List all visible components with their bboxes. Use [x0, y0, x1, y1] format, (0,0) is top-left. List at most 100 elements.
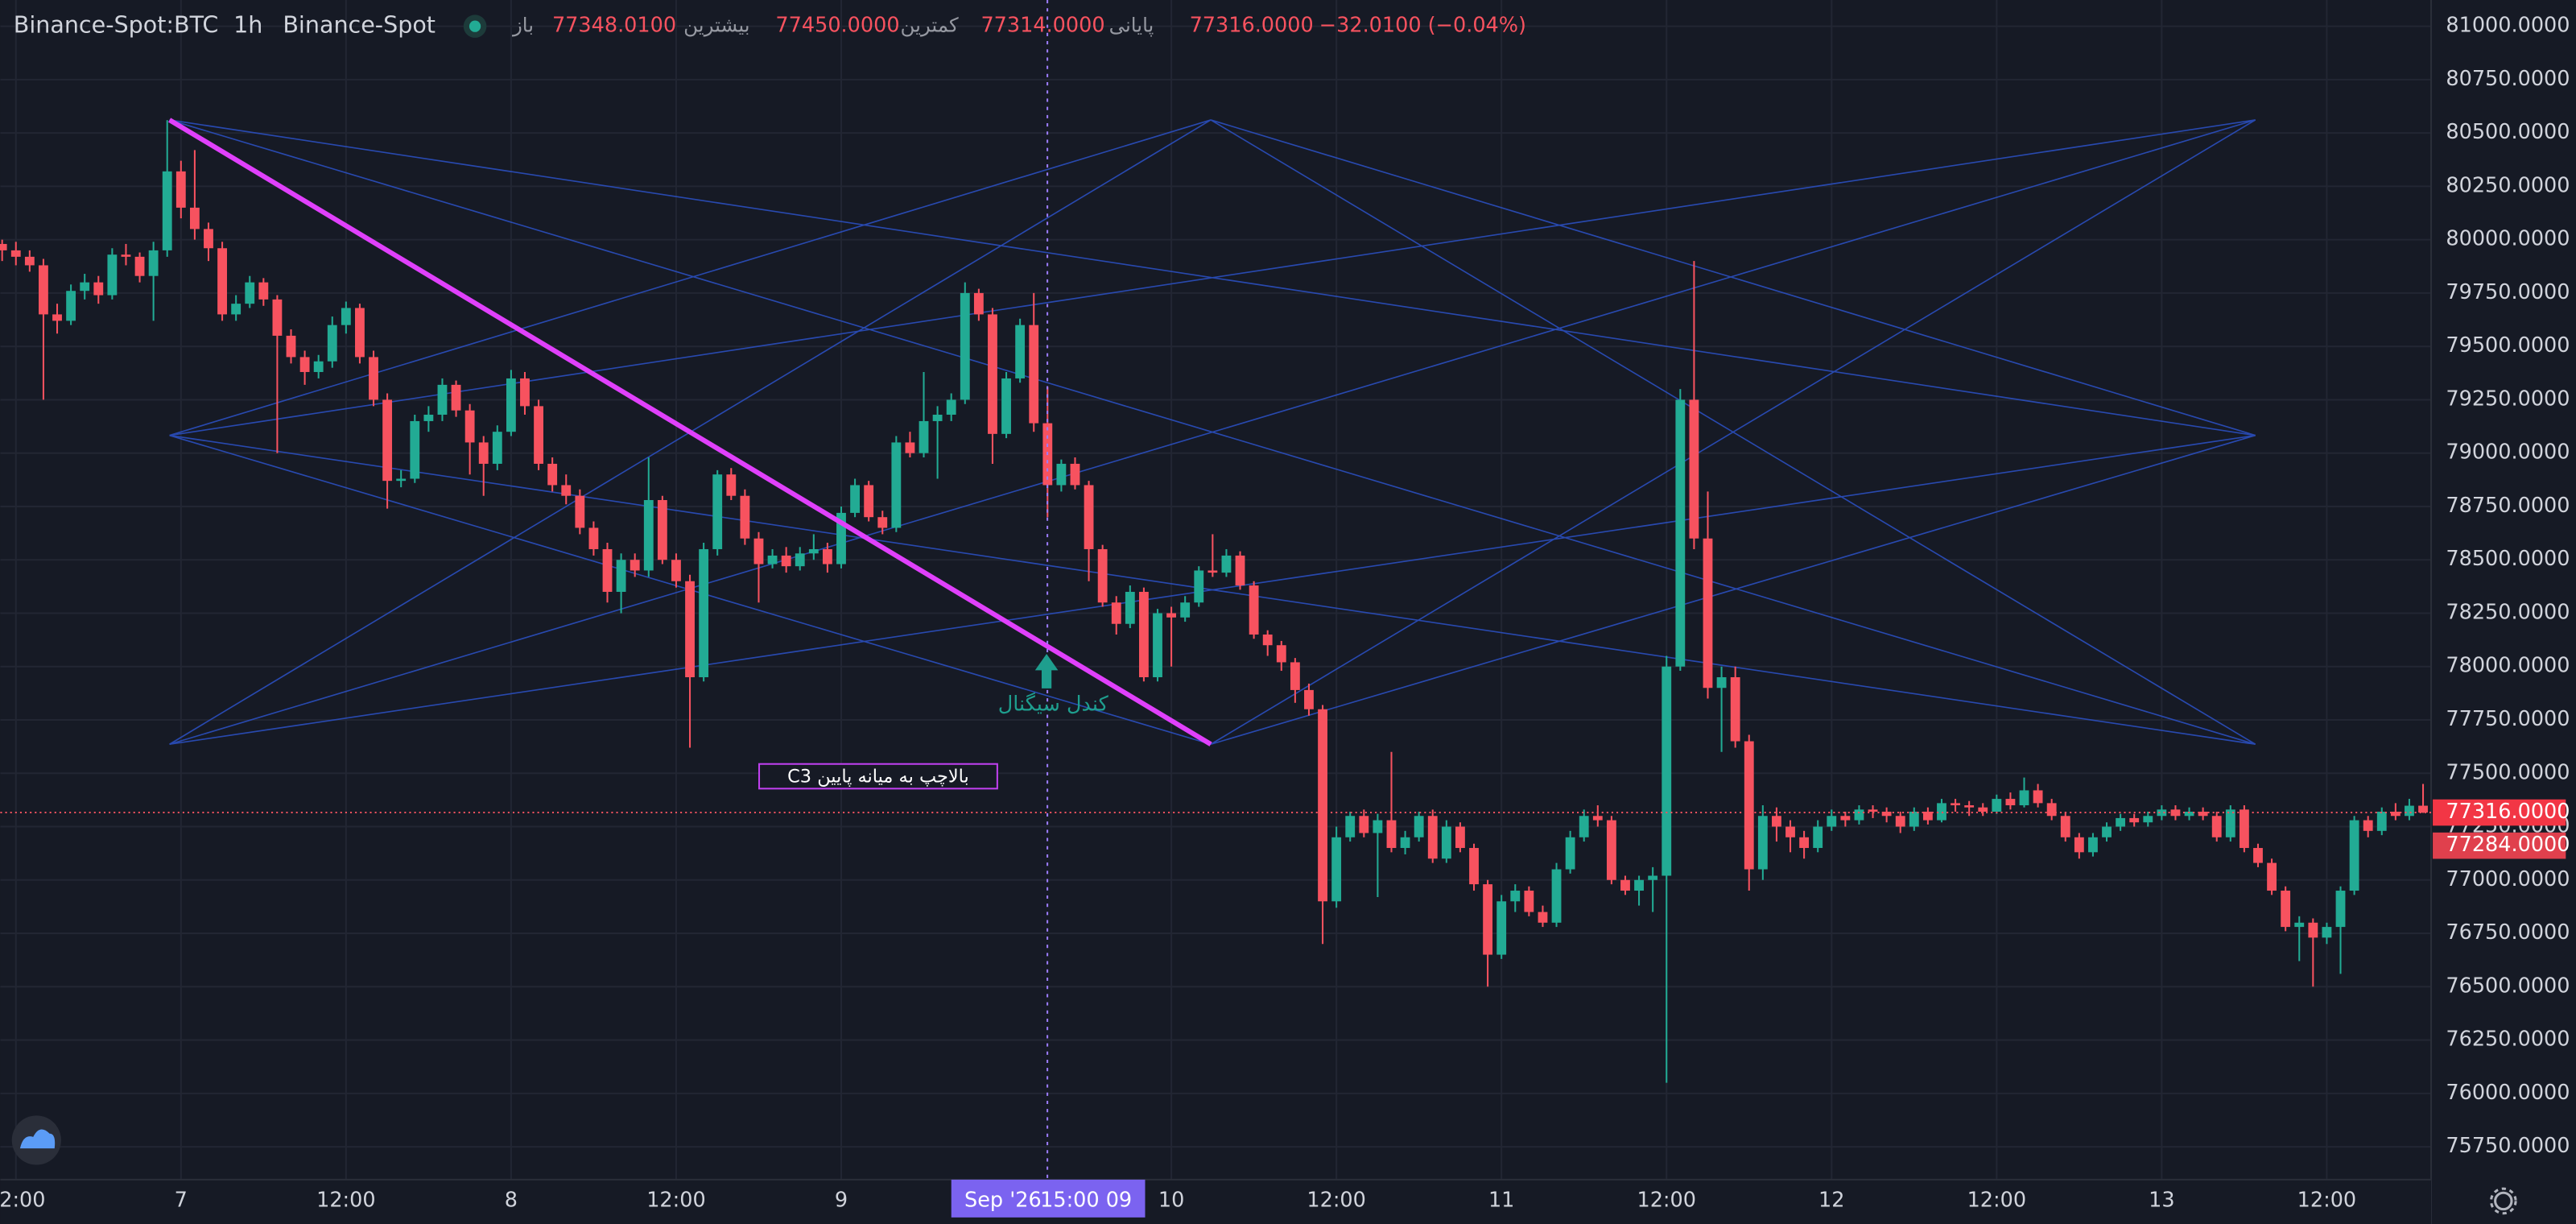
candle-body	[905, 442, 915, 453]
candle-body	[685, 581, 695, 677]
candles	[0, 120, 2428, 1083]
candle-body	[822, 548, 832, 564]
candle-body	[369, 357, 378, 400]
candle-body	[451, 384, 461, 411]
candle-body	[2102, 826, 2112, 837]
candle-body	[1937, 803, 1946, 821]
candle-body	[932, 414, 943, 421]
candle-body	[1964, 805, 1975, 808]
candle-body	[1249, 585, 1259, 635]
x-tick-label: 12:00	[316, 1188, 376, 1212]
candle-body	[1345, 816, 1356, 837]
candle-body	[1427, 816, 1438, 859]
candle-body	[1909, 811, 1919, 827]
candle-body	[2074, 837, 2084, 853]
open-value: 77348.0100	[552, 14, 676, 38]
signal-arrow	[1034, 654, 1059, 688]
candle-body	[341, 308, 351, 325]
candle-body	[616, 560, 626, 592]
box-label-frame	[758, 763, 998, 790]
candle-body	[1854, 809, 1864, 821]
candle-body	[2267, 862, 2277, 891]
candle-body	[2157, 809, 2167, 817]
candle-body	[1744, 741, 1754, 870]
logo-icon	[19, 1129, 56, 1149]
candle-body	[396, 478, 407, 482]
candle-body	[1951, 803, 1960, 806]
candle-body	[1716, 676, 1727, 688]
candle-body	[217, 248, 227, 315]
candle-body	[2335, 891, 2346, 928]
candle-body	[1029, 325, 1039, 424]
candle-body	[1084, 485, 1094, 549]
candle-body	[1992, 799, 2002, 812]
candle-body	[808, 548, 819, 554]
candle-body	[973, 292, 984, 315]
candle-body	[2060, 816, 2070, 837]
candle-body	[1524, 891, 1534, 912]
candle-body	[588, 527, 599, 549]
candle-body	[1318, 709, 1327, 902]
candle-body	[630, 560, 640, 571]
candle-body	[410, 420, 420, 479]
candle-body	[1689, 399, 1699, 539]
candle-body	[2418, 805, 2428, 813]
candle-body	[1565, 837, 1575, 870]
candle-body	[1895, 816, 1905, 827]
crosshair-tag-bg	[951, 1179, 1146, 1218]
x-tick-label: 12:00	[1307, 1188, 1366, 1212]
candle-body	[492, 432, 502, 464]
candle-body	[1166, 613, 1177, 618]
candle-body	[1675, 399, 1686, 667]
axis-labels: 75750.0000 76000.0000 76250.0000 76500.0000…	[0, 14, 2570, 1213]
candle-body	[1496, 901, 1507, 955]
candle-body	[1138, 591, 1149, 677]
candle-body	[121, 254, 131, 257]
y-tick-label: 81000.0000	[2446, 14, 2570, 38]
candle-body	[52, 314, 62, 321]
candle-body	[1813, 826, 1823, 849]
candle-body	[478, 442, 489, 464]
y-tick-label: 80750.0000	[2446, 67, 2570, 91]
candle-body	[245, 282, 255, 304]
y-tick-label: 76250.0000	[2446, 1028, 2570, 1052]
candle-body	[93, 282, 104, 296]
candle-body	[1331, 837, 1342, 902]
candle-body	[1772, 816, 1781, 827]
candle-body	[1538, 912, 1548, 923]
drawing-line	[169, 434, 2256, 746]
candle-body	[2046, 803, 2057, 817]
candle-body	[1015, 325, 1026, 378]
candle-body	[1373, 820, 1383, 833]
candle-body	[1455, 826, 1465, 849]
candle-body	[2129, 817, 2140, 823]
candle-body	[2376, 811, 2387, 831]
candle-body	[437, 384, 448, 415]
candle-body	[2390, 811, 2401, 817]
y-tick-label: 80250.0000	[2446, 173, 2570, 197]
y-tick-label: 77000.0000	[2446, 867, 2570, 891]
candle-body	[740, 495, 750, 539]
candle-body	[1221, 555, 1232, 573]
y-tick-label: 77750.0000	[2446, 707, 2570, 731]
candle-body	[1194, 570, 1204, 603]
candle-body	[1483, 884, 1493, 955]
candle-body	[919, 420, 929, 453]
candle-body	[107, 254, 118, 296]
settings[interactable]	[2489, 1187, 2517, 1215]
candle-body	[148, 250, 159, 276]
candle-body	[1978, 807, 1988, 812]
candle-body	[204, 229, 213, 249]
candle-body	[1001, 378, 1011, 434]
candle-body	[1799, 837, 1810, 849]
settings-icon[interactable]	[2494, 1191, 2513, 1211]
close-value: 77316.0000	[1190, 14, 1314, 38]
candle-body	[1922, 811, 1933, 821]
candle-body	[1070, 463, 1080, 486]
y-tick-label: 80000.0000	[2446, 227, 2570, 251]
candle-body	[1551, 869, 1562, 923]
drawing-line	[1210, 119, 2256, 745]
candle-body	[382, 399, 393, 482]
candle-body	[2088, 837, 2098, 853]
